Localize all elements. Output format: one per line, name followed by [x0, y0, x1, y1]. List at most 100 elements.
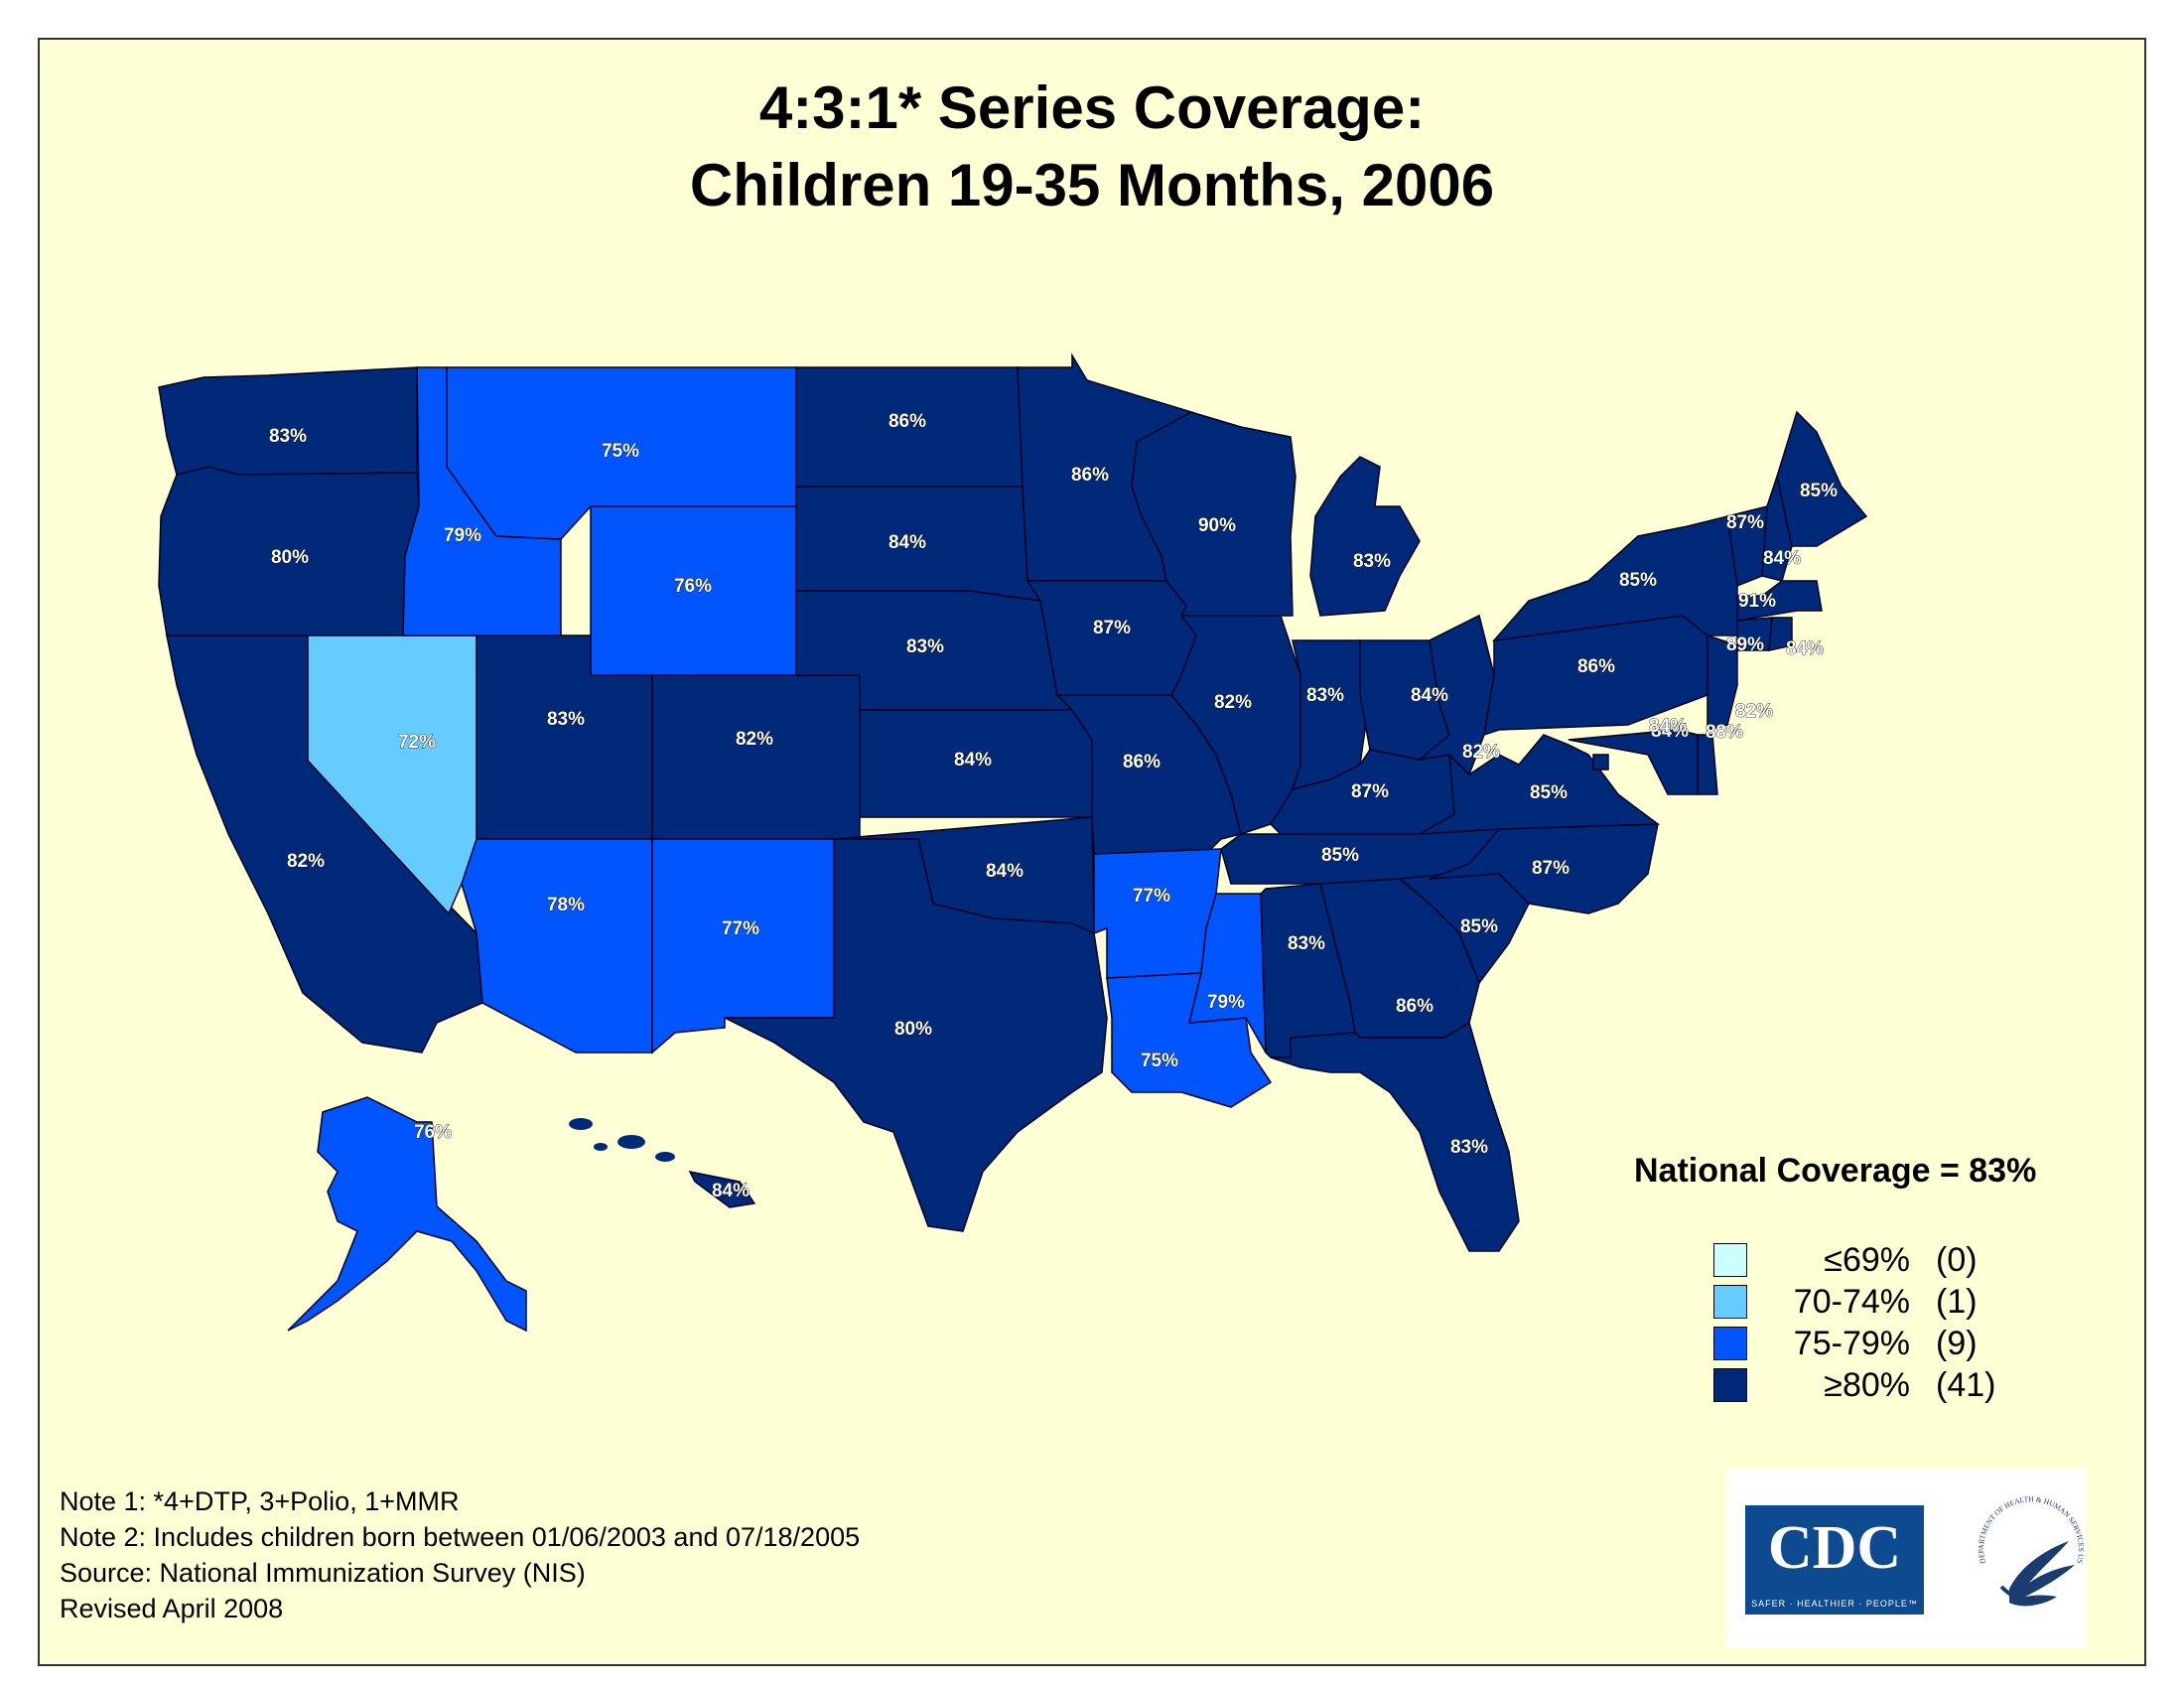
state-hi-island [594, 1143, 608, 1151]
state-label-fl: 83% [1450, 1137, 1488, 1158]
state-label-me: 85% [1800, 481, 1838, 501]
legend-range: 75-79% [1793, 1325, 1910, 1362]
state-mi [1309, 456, 1421, 617]
state-dc [1592, 754, 1609, 771]
state-label-wa: 83% [269, 426, 307, 447]
state-tx [724, 838, 1108, 1232]
title-line-1: 4:3:1* Series Coverage: [758, 74, 1426, 141]
state-label-la: 75% [1141, 1051, 1178, 1071]
state-nh [1761, 474, 1793, 582]
state-label-mt: 75% [602, 441, 639, 462]
legend-swatch [1713, 1368, 1747, 1402]
state-fl [1270, 1021, 1520, 1252]
legend-swatch [1713, 1327, 1747, 1360]
state-label-co: 82% [736, 729, 773, 750]
state-label-mo: 86% [1123, 752, 1160, 773]
state-label-ok: 84% [986, 861, 1024, 882]
note-2: Note 2: Includes children born between 0… [60, 1522, 861, 1552]
state-label-id: 79% [444, 525, 481, 546]
title-line-2: Children 19-35 Months, 2006 [689, 152, 1495, 218]
svg-text:DEPARTMENT OF HEALTH & HUMAN S: DEPARTMENT OF HEALTH & HUMAN SERVICES US… [1972, 1491, 2086, 1565]
state-wa [158, 366, 418, 476]
state-label-ms: 79% [1207, 992, 1245, 1013]
state-ri [1768, 617, 1793, 651]
state-label-md: 84% [1651, 721, 1689, 742]
state-wv [1417, 614, 1495, 776]
state-label-pa: 86% [1577, 656, 1615, 677]
state-label-ak: 76% [414, 1122, 452, 1143]
state-label-nm: 77% [722, 918, 759, 939]
state-label-tn: 85% [1321, 845, 1359, 866]
state-hi-island [569, 1118, 593, 1130]
state-label-sc: 85% [1460, 916, 1498, 937]
state-label-nv: 72% [398, 732, 436, 753]
legend-range: ≤69% [1824, 1241, 1910, 1279]
state-label-ia: 87% [1093, 618, 1131, 638]
state-hi-island [617, 1135, 645, 1149]
state-label-ny: 85% [1619, 570, 1657, 591]
state-co [651, 674, 861, 840]
state-label-nj: 82% [1735, 701, 1773, 722]
state-hi [688, 1170, 756, 1208]
state-label-mi: 83% [1353, 551, 1391, 572]
state-md [1568, 729, 1699, 795]
note-source: Source: National Immunization Survey (NI… [60, 1558, 586, 1588]
state-ma [1736, 580, 1823, 622]
state-hi-island [655, 1152, 675, 1162]
us-map: 83%80%82%72%79%75%76%83%78%82%77%86%84%8… [158, 352, 1868, 1333]
state-label-tx: 80% [894, 1019, 932, 1040]
slide: 4:3:1* Series Coverage: Children 19-35 M… [38, 38, 2146, 1666]
state-nj [1706, 633, 1738, 731]
state-ar [1093, 848, 1222, 979]
state-label-ri: 84% [1786, 638, 1824, 659]
legend-count: (9) [1936, 1325, 1978, 1362]
state-ny [1492, 515, 1738, 642]
state-label-il: 82% [1214, 692, 1252, 713]
state-label-ar: 77% [1133, 886, 1170, 907]
state-label-or: 80% [271, 547, 309, 568]
state-label-ne: 83% [906, 636, 944, 657]
state-label-ga: 86% [1396, 996, 1433, 1017]
legend-count: (1) [1936, 1283, 1978, 1321]
state-label-nh: 84% [1763, 548, 1801, 569]
state-label-ut: 83% [547, 709, 585, 730]
state-label-ma: 91% [1738, 591, 1776, 612]
legend-swatch [1713, 1285, 1747, 1319]
state-label-wy: 76% [674, 576, 712, 597]
logos: CDC SAFER · HEALTHIER · PEOPLE™ DEPARTME… [1727, 1470, 2087, 1648]
state-label-in: 83% [1306, 685, 1344, 706]
state-label-de: 88% [1706, 722, 1743, 743]
legend-range: ≥80% [1824, 1366, 1910, 1404]
state-label-hi: 84% [712, 1181, 750, 1201]
state-me [1776, 410, 1868, 547]
state-label-oh: 84% [1411, 685, 1448, 706]
state-label-ct: 89% [1726, 634, 1764, 655]
state-label-al: 83% [1288, 933, 1325, 954]
hhs-logo: DEPARTMENT OF HEALTH & HUMAN SERVICES US… [1972, 1491, 2086, 1607]
note-1: Note 1: *4+DTP, 3+Polio, 1+MMR [60, 1486, 460, 1516]
state-label-az: 78% [547, 895, 585, 915]
state-de [1697, 734, 1718, 795]
state-nc [1429, 823, 1659, 914]
state-label-ky: 87% [1351, 781, 1389, 802]
notes: Note 1: *4+DTP, 3+Polio, 1+MMR Note 2: I… [60, 1483, 860, 1626]
state-label-ca: 82% [287, 851, 325, 872]
state-label-nc: 87% [1532, 858, 1570, 879]
cdc-logo: CDC SAFER · HEALTHIER · PEOPLE™ [1745, 1505, 1924, 1615]
note-revised: Revised April 2008 [60, 1594, 284, 1623]
state-label-dc: 84% [1649, 716, 1687, 737]
legend-count: (41) [1936, 1366, 1996, 1404]
state-label-wi: 90% [1198, 515, 1236, 536]
state-label-ks: 84% [954, 750, 992, 771]
legend-swatch [1713, 1243, 1747, 1277]
state-label-sd: 84% [888, 532, 926, 553]
state-va [1419, 734, 1661, 835]
legend-count: (0) [1936, 1241, 1978, 1279]
state-az [461, 838, 653, 1054]
state-label-nd: 86% [888, 411, 926, 432]
state-label-mn: 86% [1071, 465, 1109, 486]
state-label-wv: 82% [1462, 742, 1500, 763]
legend-range: 70-74% [1793, 1283, 1910, 1321]
state-ak [287, 1096, 527, 1333]
state-label-vt: 87% [1726, 512, 1764, 533]
